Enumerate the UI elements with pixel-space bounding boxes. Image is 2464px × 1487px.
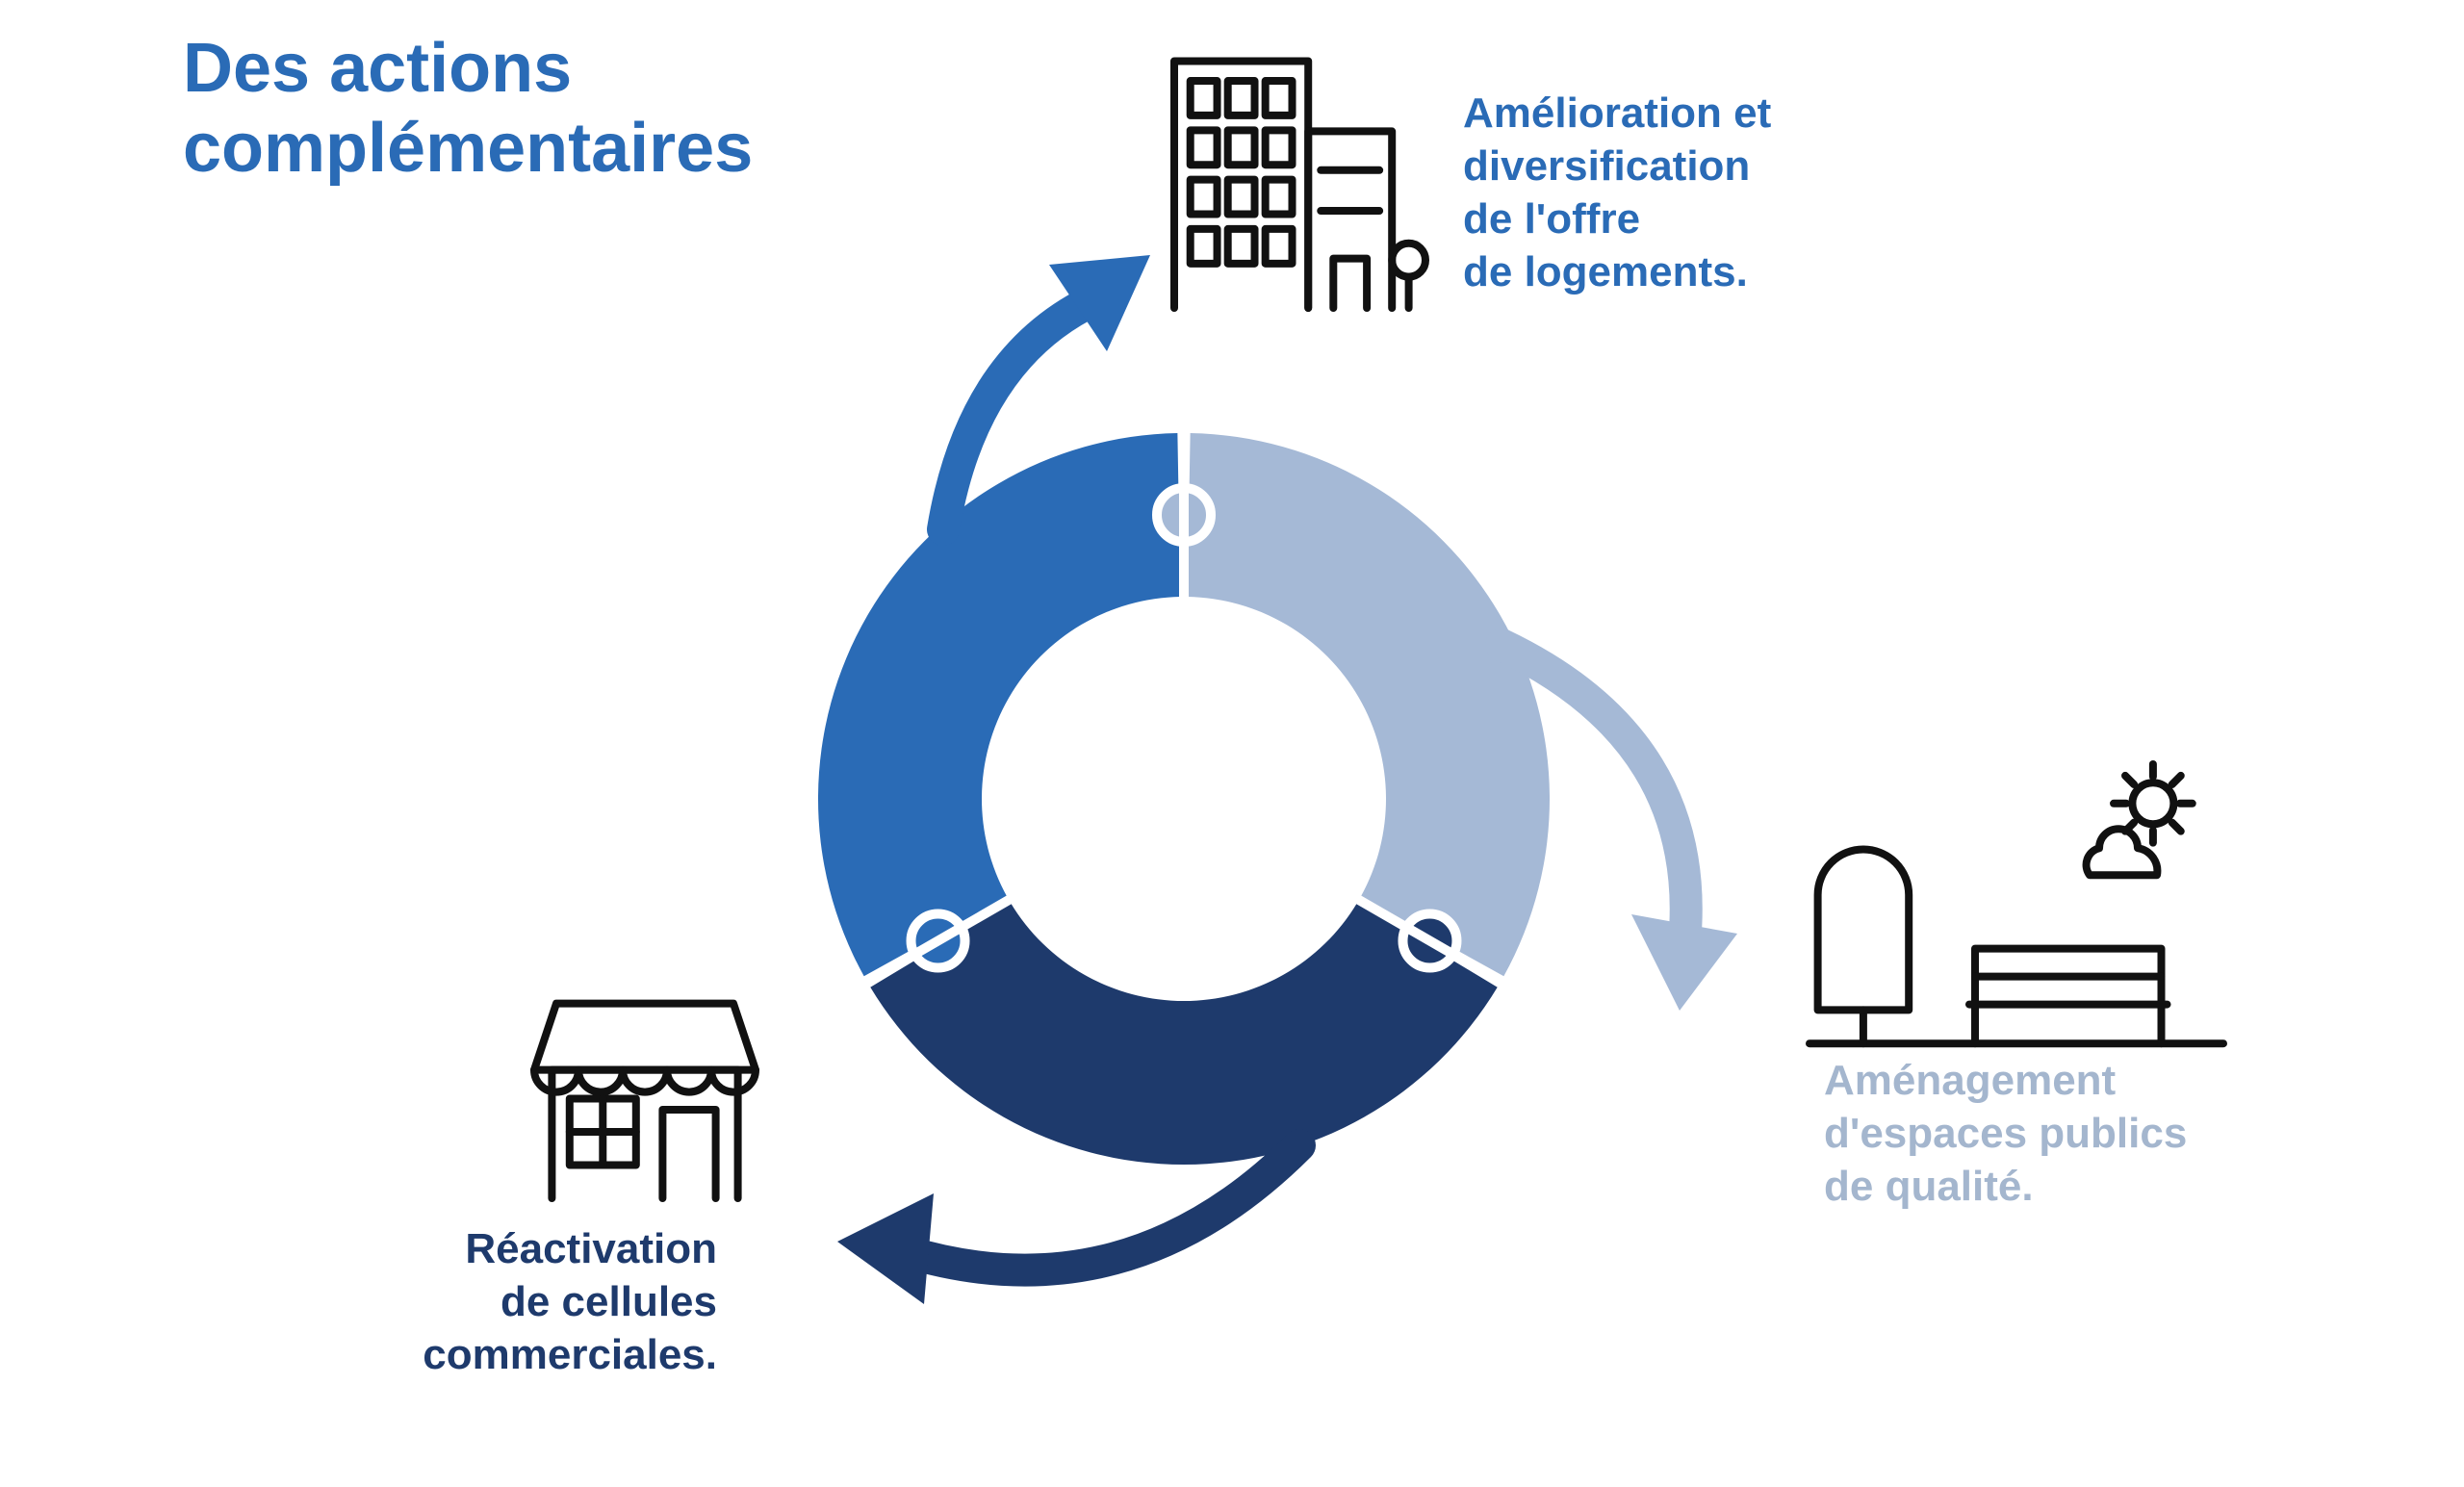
park-bench-icon xyxy=(1810,764,2223,1043)
diagram-svg xyxy=(0,0,2464,1487)
storefront-icon xyxy=(534,1004,756,1198)
buildings-icon xyxy=(1174,62,1425,309)
label-public-space: Aménagement d'espaces publics de qualité… xyxy=(1824,1054,2187,1213)
infographic-stage: Des actions complémentaires Amélioration… xyxy=(0,0,2464,1487)
puzzle-ring xyxy=(818,431,1550,1165)
label-commerce: Réactivation de cellules commerciales. xyxy=(423,1222,717,1381)
label-housing: Amélioration et diversification de l'off… xyxy=(1463,87,1771,298)
